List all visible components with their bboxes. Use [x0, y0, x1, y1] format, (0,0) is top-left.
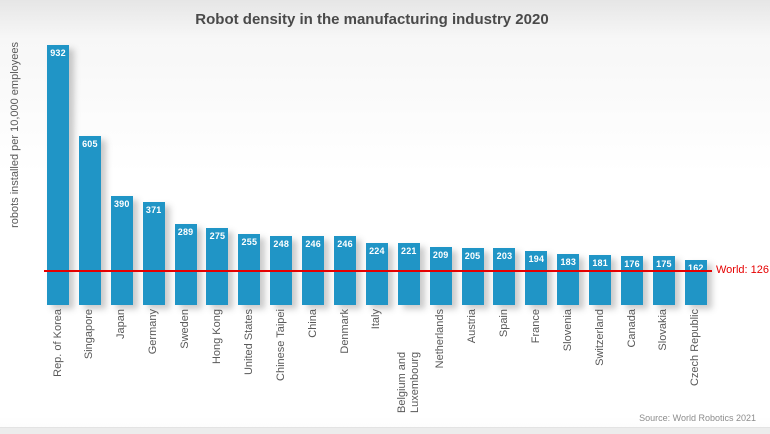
- x-label-cell: Sweden: [175, 309, 197, 417]
- x-axis-category-label: China: [306, 309, 319, 338]
- x-axis-category-label: Austria: [466, 309, 479, 344]
- x-label-cell: Austria: [462, 309, 484, 417]
- x-axis-category-label: Czech Republic: [689, 309, 702, 387]
- x-axis-category-label: Slovenia: [561, 309, 574, 352]
- bar-value-label: 162: [688, 262, 704, 273]
- bar-sweden: 289: [174, 224, 197, 305]
- bar-value-label: 605: [82, 139, 98, 150]
- chart-title: Robot density in the manufacturing indus…: [195, 11, 549, 28]
- bar-value-label: 246: [337, 239, 353, 250]
- bar-czech-republic: 162: [684, 259, 707, 305]
- bar-slovakia: 175: [652, 256, 675, 305]
- x-label-cell: Hong Kong: [206, 309, 228, 417]
- plot-area: 932 605 390 371 289 275 255 248 246 246 224 221 209 2…: [47, 45, 707, 305]
- bar-value-label: 183: [560, 256, 577, 267]
- x-label-cell: Italy: [366, 309, 388, 417]
- x-axis-category-label: Belgium and Luxembourg: [395, 351, 421, 413]
- bar-hong-kong: 275: [206, 228, 229, 305]
- x-label-cell: Japan: [111, 309, 133, 417]
- x-axis-category-label: Germany: [147, 309, 160, 355]
- x-axis-labels: Rep. of Korea Singapore Japan Germany Sweden…: [47, 309, 707, 417]
- x-label-cell: Netherlands: [430, 309, 452, 417]
- x-axis-category-label: Rep. of Korea: [51, 309, 64, 377]
- bar-value-label: 246: [305, 239, 321, 250]
- x-axis-category-label: Chinese Taipei: [274, 309, 287, 381]
- bar-canada: 176: [621, 255, 644, 305]
- x-label-cell: Denmark: [334, 309, 356, 417]
- bar-value-label: 181: [592, 257, 608, 268]
- bar-belgium-and-luxembourg: 221: [397, 243, 420, 305]
- bar-italy: 224: [365, 242, 388, 305]
- bar-value-label: 203: [496, 251, 513, 262]
- x-label-cell: Germany: [143, 309, 165, 417]
- x-axis-category-label: France: [529, 309, 542, 344]
- x-axis-category-label: Canada: [625, 309, 638, 348]
- x-axis-category-label: Sweden: [179, 309, 192, 349]
- bar-value-label: 932: [50, 48, 66, 58]
- bar-value-label: 176: [624, 258, 640, 269]
- bar-value-label: 205: [464, 250, 481, 261]
- bar-value-label: 371: [145, 204, 162, 215]
- x-axis-category-label: Singapore: [83, 309, 96, 360]
- x-axis-category-label: Japan: [115, 309, 128, 339]
- x-label-cell: Singapore: [79, 309, 101, 417]
- bar-rep-of-korea: 932: [47, 45, 69, 305]
- bar-value-label: 275: [209, 231, 226, 242]
- world-average-line: [44, 269, 712, 272]
- x-label-cell: Switzerland: [589, 309, 611, 417]
- x-axis-category-label: Denmark: [338, 309, 351, 354]
- x-label-cell: France: [525, 309, 547, 417]
- bar-germany: 371: [142, 201, 165, 305]
- bar-slovenia: 183: [557, 253, 580, 305]
- bar-austria: 205: [461, 247, 484, 305]
- bar-value-label: 175: [656, 259, 672, 270]
- x-axis-category-label: United States: [242, 309, 255, 376]
- bar-spain: 203: [493, 248, 516, 305]
- x-label-cell: China: [302, 309, 324, 417]
- bar-value-label: 194: [528, 253, 545, 264]
- x-axis-category-label: Netherlands: [434, 309, 447, 369]
- x-axis-category-label: Slovakia: [657, 309, 670, 351]
- x-label-cell: Slovenia: [557, 309, 579, 417]
- bar-france: 194: [525, 250, 548, 305]
- bar-value-label: 224: [369, 245, 385, 256]
- x-label-cell: Canada: [621, 309, 643, 417]
- x-label-cell: Spain: [493, 309, 515, 417]
- x-label-cell: Slovakia: [653, 309, 675, 417]
- x-axis-category-label: Hong Kong: [210, 309, 223, 365]
- bar-value-label: 390: [113, 199, 130, 210]
- bar-value-label: 209: [432, 249, 449, 260]
- x-label-cell: Czech Republic: [685, 309, 707, 417]
- bar-switzerland: 181: [589, 254, 612, 305]
- bar-netherlands: 209: [429, 246, 452, 305]
- y-axis-label: robots installed per 10,000 employees: [9, 42, 21, 228]
- x-axis-category-label: Switzerland: [593, 309, 606, 366]
- bar-united-states: 255: [238, 233, 261, 305]
- bar-value-label: 248: [273, 238, 290, 249]
- bar-value-label: 255: [241, 236, 258, 247]
- x-label-cell: Belgium and Luxembourg: [395, 309, 421, 417]
- x-label-cell: Rep. of Korea: [47, 309, 69, 417]
- bar-japan: 390: [110, 196, 133, 305]
- footer-strip: [0, 427, 770, 434]
- bar-value-label: 221: [400, 246, 417, 257]
- world-average-label: World: 126: [716, 264, 769, 276]
- x-label-cell: Chinese Taipei: [270, 309, 292, 417]
- x-label-cell: United States: [238, 309, 260, 417]
- source-note: Source: World Robotics 2021: [639, 413, 756, 423]
- x-axis-category-label: Italy: [370, 309, 383, 330]
- x-axis-category-label: Spain: [497, 309, 510, 338]
- bar-singapore: 605: [78, 136, 101, 305]
- bar-value-label: 289: [177, 227, 194, 238]
